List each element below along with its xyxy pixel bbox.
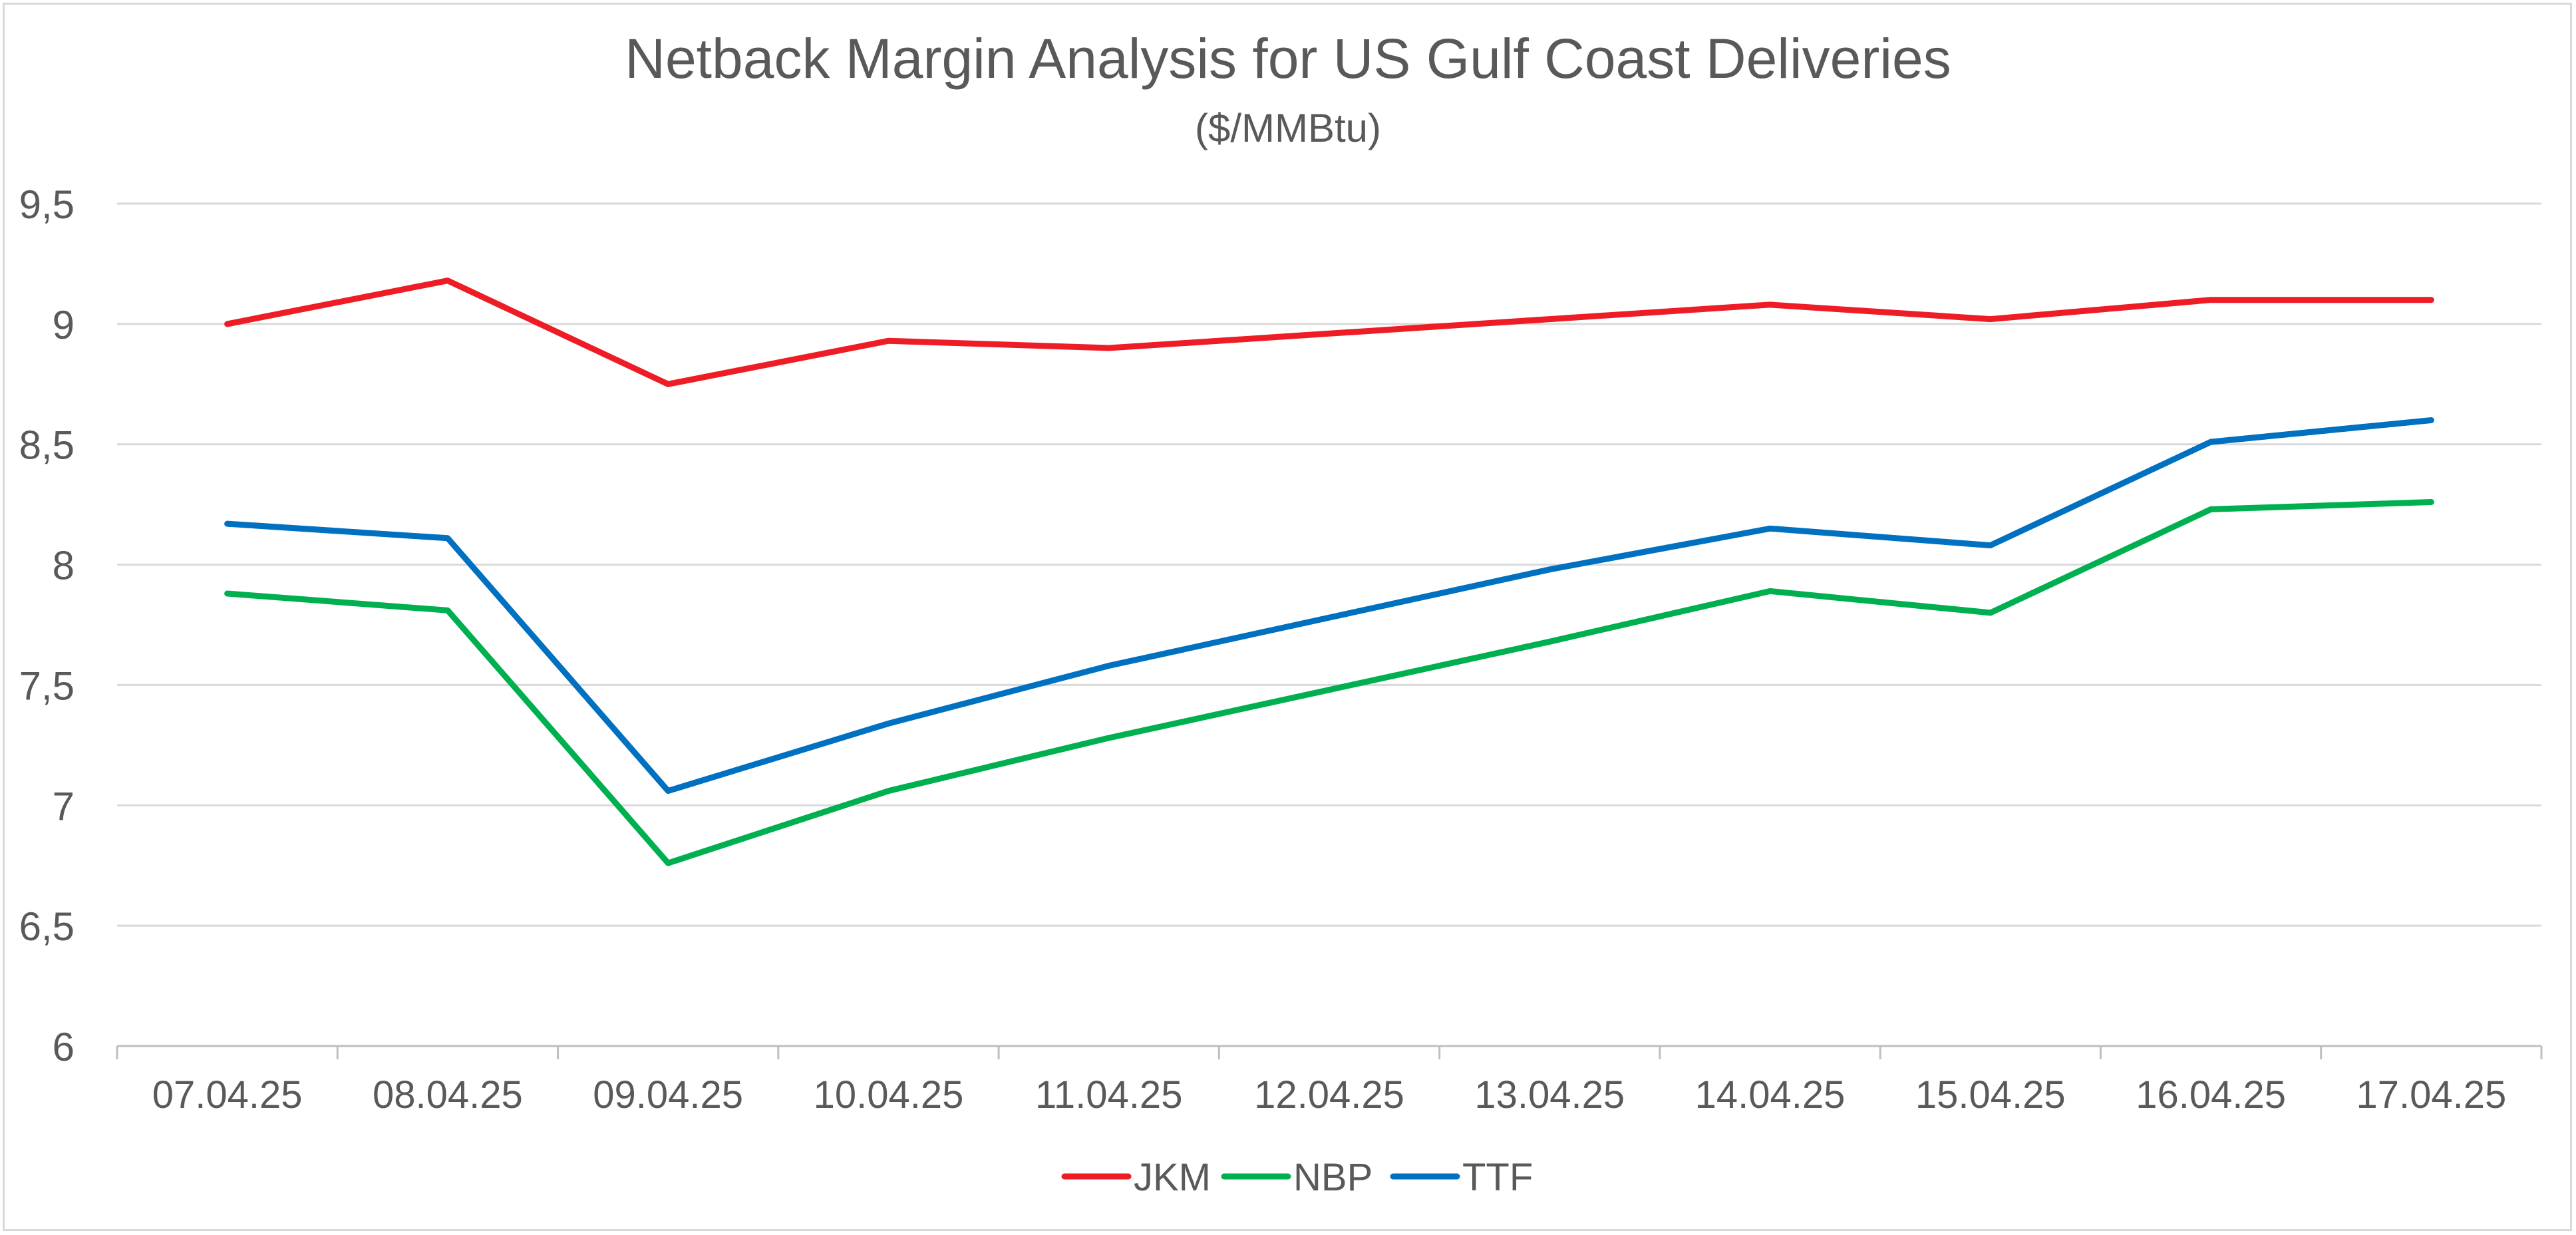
x-tick-label: 16.04.25 xyxy=(2136,1073,2286,1117)
series-line-nbp xyxy=(224,499,2434,866)
series-line-ttf xyxy=(224,417,2434,794)
legend: JKM NBP TTF xyxy=(1061,1156,1533,1199)
x-tick-label: 15.04.25 xyxy=(1915,1073,2066,1117)
series-line-jkm xyxy=(224,277,2434,387)
x-tick-label: 17.04.25 xyxy=(2356,1073,2506,1117)
chart-subtitle: ($/MMBtu) xyxy=(1194,106,1382,150)
y-tick-label: 8,5 xyxy=(19,423,75,468)
y-tick-label: 6,5 xyxy=(19,904,75,949)
x-tick-label: 10.04.25 xyxy=(814,1073,964,1117)
x-tick-label: 09.04.25 xyxy=(593,1073,743,1117)
x-tick-label: 07.04.25 xyxy=(152,1073,303,1117)
y-tick-label: 6 xyxy=(53,1025,75,1069)
y-tick-label: 7,5 xyxy=(19,663,75,708)
x-tick-label: 11.04.25 xyxy=(1035,1073,1182,1117)
legend-label-ttf: TTF xyxy=(1462,1156,1533,1199)
gridlines xyxy=(117,202,2541,927)
y-tick-label: 8 xyxy=(53,544,75,588)
x-tick-label: 12.04.25 xyxy=(1254,1073,1404,1117)
chart-title: Netback Margin Analysis for US Gulf Coas… xyxy=(625,27,1951,90)
y-axis-ticks: 6 6,5 7 7,5 8 8,5 9 9,5 xyxy=(19,182,75,1069)
x-tick-label: 14.04.25 xyxy=(1695,1073,1846,1117)
x-axis: 07.04.25 08.04.25 09.04.25 10.04.25 11.04.25… xyxy=(116,1045,2543,1117)
y-tick-label: 7 xyxy=(53,784,75,828)
x-tick-label: 13.04.25 xyxy=(1474,1073,1625,1117)
y-tick-label: 9,5 xyxy=(19,182,75,227)
legend-label-nbp: NBP xyxy=(1293,1156,1372,1199)
chart-frame xyxy=(3,3,2572,1231)
y-tick-label: 9 xyxy=(53,303,75,347)
x-tick-label: 08.04.25 xyxy=(373,1073,523,1117)
legend-label-jkm: JKM xyxy=(1134,1156,1211,1199)
series-lines xyxy=(224,277,2434,866)
